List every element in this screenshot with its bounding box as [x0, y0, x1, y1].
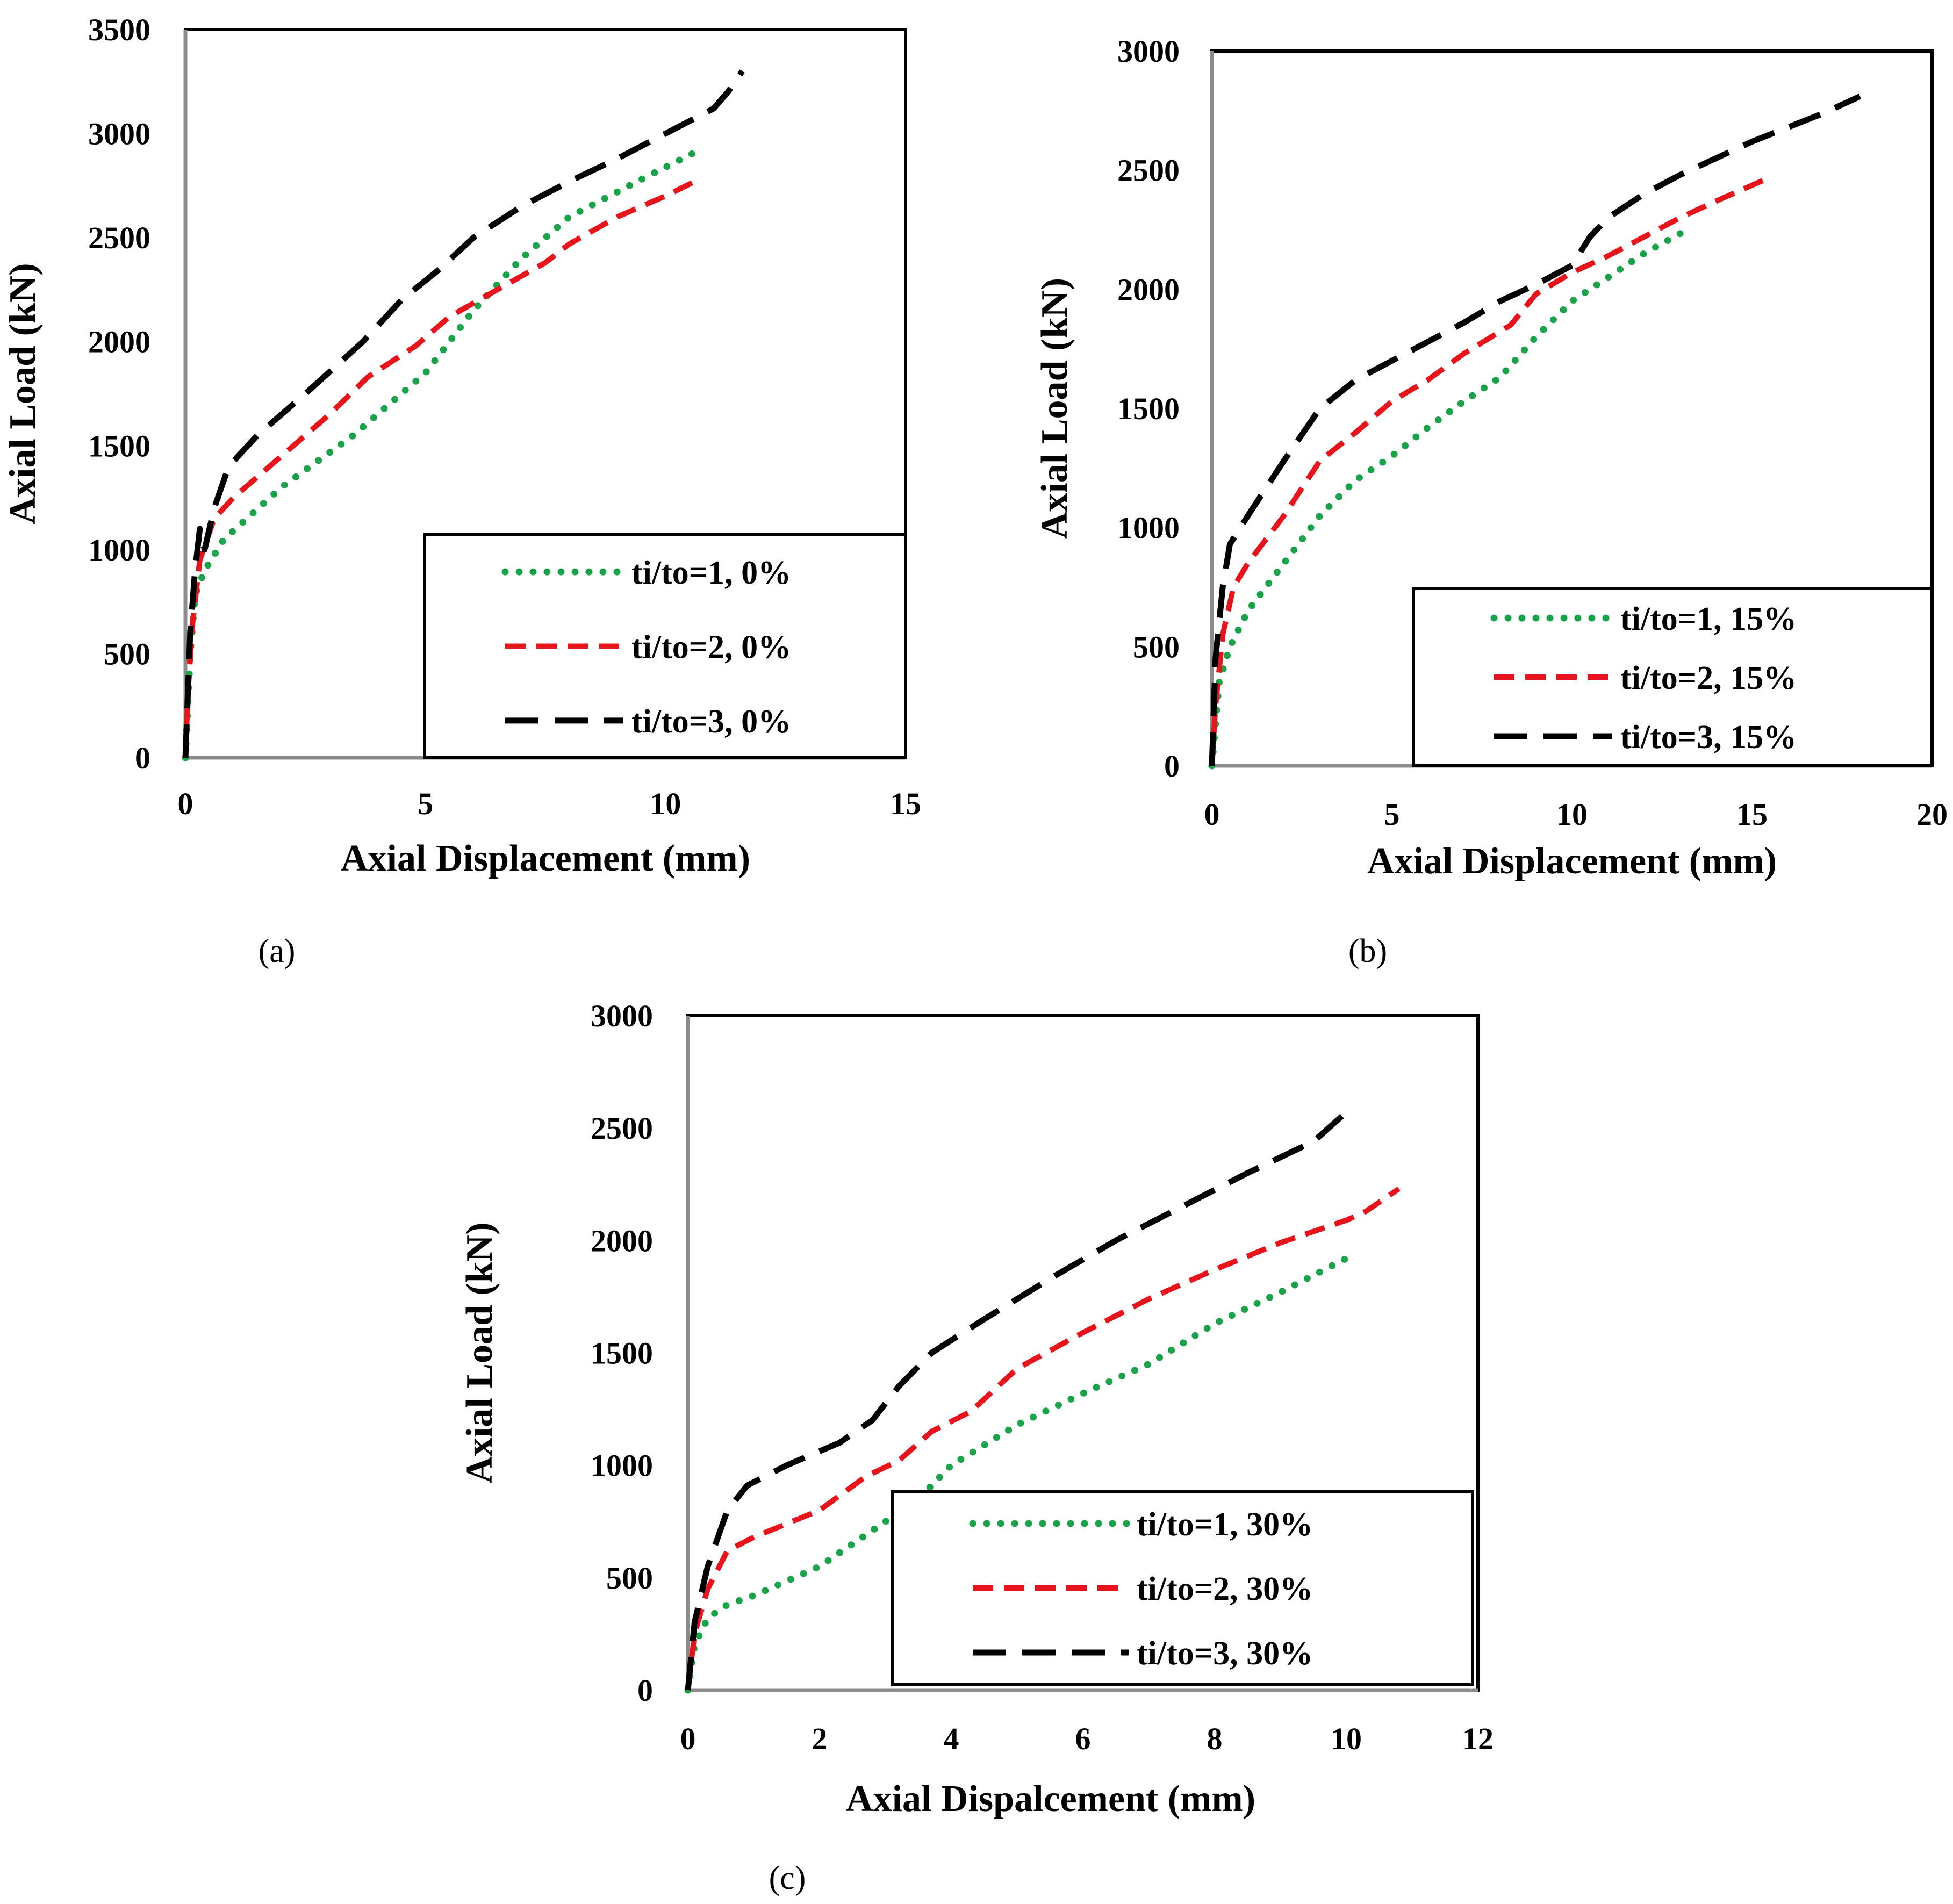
y-tick-label: 2500 — [591, 1111, 653, 1146]
y-tick-label: 0 — [1164, 749, 1180, 784]
series-line-2 — [183, 177, 701, 758]
y-axis-title: Axial Load (kN) — [2, 263, 44, 524]
panel-label: (c) — [769, 1860, 806, 1896]
x-tick-label: 10 — [650, 786, 681, 821]
y-tick-label: 1500 — [591, 1336, 653, 1371]
y-axis-title: Axial Load (kN) — [459, 1222, 500, 1483]
y-axis-title: Axial Load (kN) — [1034, 278, 1075, 539]
legend-label-2: ti/to=2, 15% — [1620, 660, 1797, 696]
x-axis-title: Axial Displacement (mm) — [341, 838, 750, 879]
legend-label-1: ti/to=1, 15% — [1620, 601, 1797, 637]
y-tick-label: 1000 — [591, 1448, 653, 1483]
series-line-3 — [1209, 94, 1862, 766]
series-line-2 — [1209, 175, 1771, 766]
chart-panel-2: 0 500 1000 1500 2000 2500 3000 0 5 10 15 20 Axial Di… — [1034, 34, 1948, 969]
legend-label-2: ti/to=2, 30% — [1137, 1571, 1313, 1607]
y-tick-label: 1500 — [88, 428, 150, 463]
x-tick-label: 2 — [812, 1721, 828, 1756]
x-tick-label: 0 — [178, 786, 193, 821]
chart-panel-1: 0 500 1000 1500 2000 2500 3000 3500 0 5 10 15 Axial … — [2, 12, 921, 969]
y-tick-label: 2000 — [1117, 272, 1180, 307]
y-tick-label: 0 — [637, 1673, 653, 1708]
y-tick-label: 500 — [104, 636, 150, 671]
x-tick-label: 12 — [1462, 1721, 1494, 1756]
y-tick-label: 500 — [606, 1561, 653, 1596]
legend-label-1: ti/to=1, 0% — [631, 555, 791, 591]
y-tick-label: 1000 — [1117, 511, 1180, 545]
x-tick-label: 20 — [1916, 797, 1948, 832]
x-tick-label: 5 — [418, 786, 433, 821]
y-tick-label: 2500 — [1117, 153, 1180, 188]
series-line-3 — [685, 1110, 1348, 1691]
series-line-1 — [1208, 226, 1691, 770]
panel-label: (a) — [259, 933, 296, 969]
x-tick-label: 8 — [1207, 1721, 1223, 1756]
x-tick-label: 6 — [1075, 1721, 1091, 1756]
series-line-1 — [182, 147, 703, 761]
x-tick-label: 4 — [944, 1721, 959, 1756]
x-tick-label: 10 — [1331, 1721, 1362, 1756]
y-tick-label: 1500 — [1117, 391, 1180, 426]
x-tick-label: 15 — [1736, 797, 1768, 832]
legend-label-1: ti/to=1, 30% — [1137, 1506, 1313, 1543]
x-tick-label: 15 — [890, 786, 921, 821]
x-axis-title: Axial Dispalcement (mm) — [846, 1778, 1255, 1820]
legend-label-2: ti/to=2, 0% — [631, 629, 791, 666]
x-axis-title: Axial Displacement (mm) — [1367, 840, 1777, 882]
y-tick-label: 2000 — [88, 325, 150, 360]
x-tick-label: 0 — [1204, 797, 1220, 832]
x-tick-label: 0 — [680, 1721, 696, 1756]
chart-panel-3: 0 500 1000 1500 2000 2500 3000 0 2 4 6 8 10 12 Axial D… — [459, 998, 1494, 1896]
y-tick-label: 500 — [1133, 629, 1180, 664]
y-tick-label: 0 — [135, 741, 150, 775]
x-tick-label: 10 — [1556, 797, 1588, 832]
legend-label-3: ti/to=3, 0% — [631, 703, 791, 740]
panel-label: (b) — [1348, 933, 1387, 969]
y-tick-label: 3000 — [591, 998, 653, 1033]
legend-label-3: ti/to=3, 15% — [1620, 719, 1797, 756]
x-tick-label: 5 — [1384, 797, 1400, 832]
legend-label-3: ti/to=3, 30% — [1137, 1635, 1313, 1672]
y-tick-label: 1000 — [88, 533, 150, 567]
y-tick-label: 3000 — [88, 117, 150, 152]
series-line-2 — [685, 1186, 1401, 1691]
series-line-3 — [182, 69, 745, 758]
y-tick-label: 2000 — [591, 1223, 653, 1258]
y-tick-label: 3000 — [1117, 34, 1180, 69]
y-tick-label: 3500 — [88, 12, 150, 47]
y-tick-label: 2500 — [88, 220, 150, 255]
